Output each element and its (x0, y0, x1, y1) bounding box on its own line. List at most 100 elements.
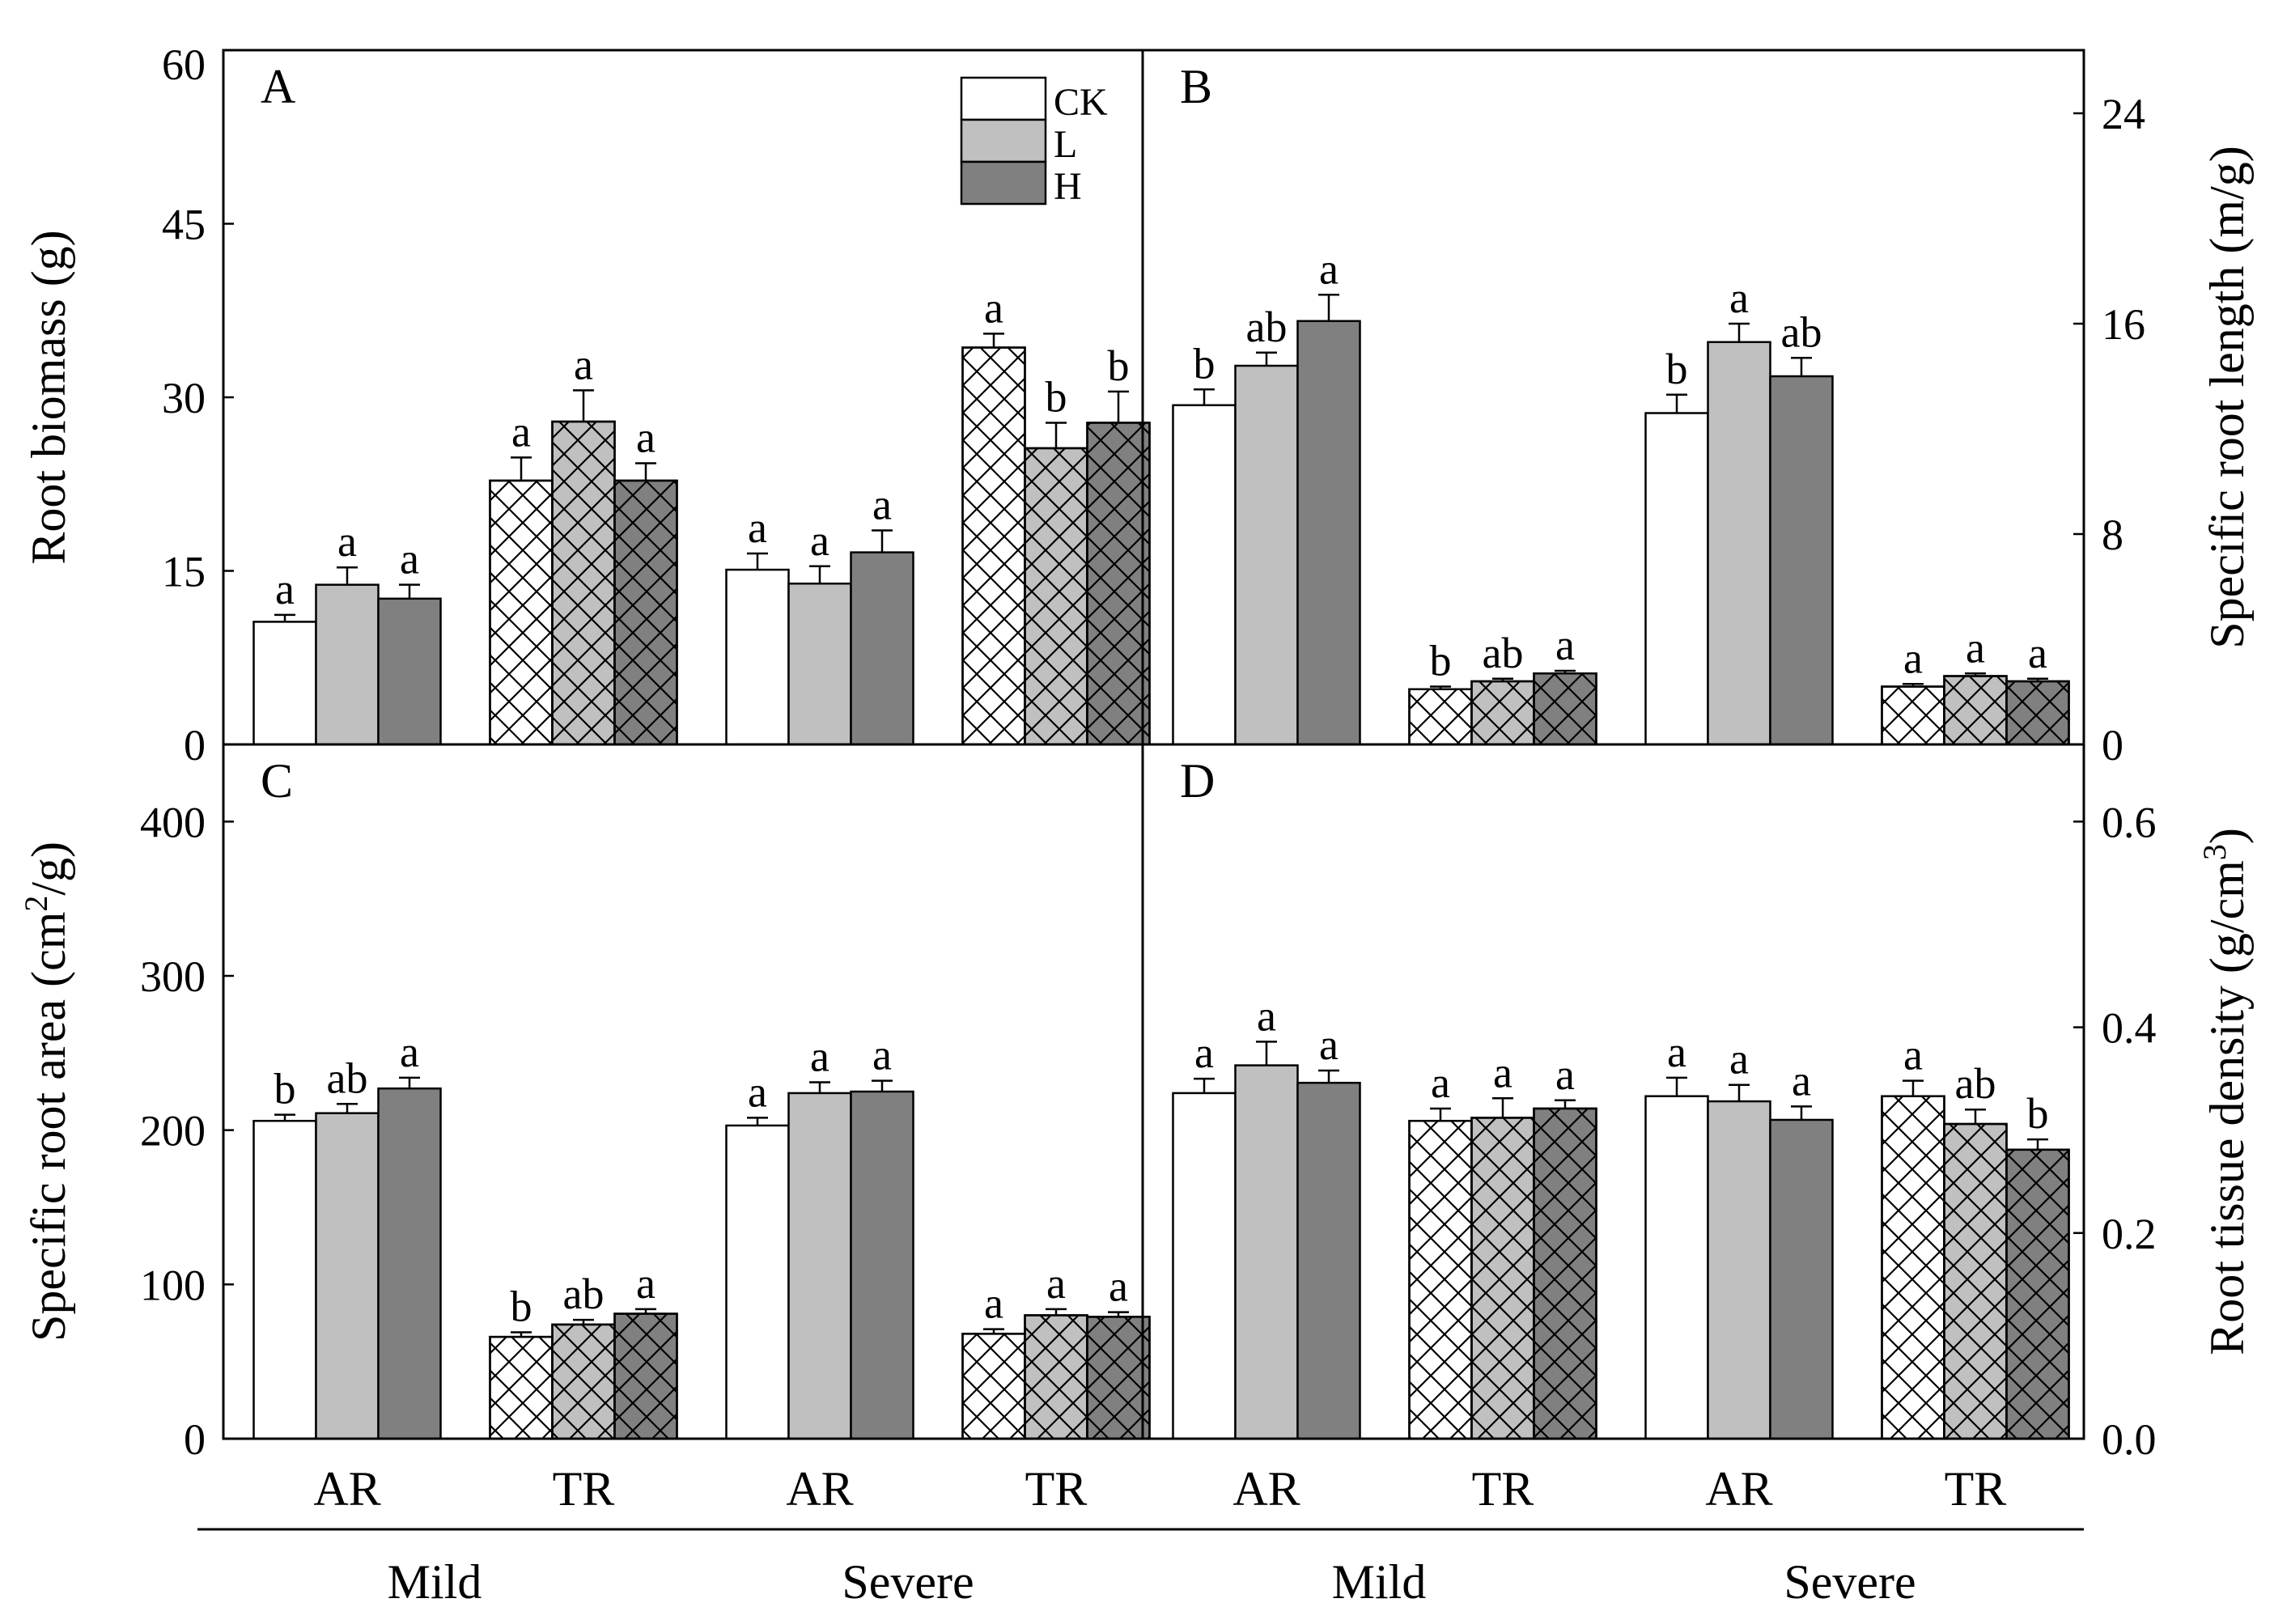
bar-hatch-D-H-mild-tr (1533, 1107, 1597, 1440)
bar-hatch-D-L-severe-tr (1943, 1122, 2008, 1440)
bar-hatch-A-H-severe-tr (1086, 422, 1151, 746)
sig-letter-B-H-severe-tr: a (2028, 629, 2047, 677)
bar-D-CK-severe-ar (1644, 1095, 1709, 1440)
bar-hatch-D-L-mild-tr (1470, 1117, 1535, 1440)
legend-swatch-l (960, 118, 1047, 163)
bar-B-CK-severe-ar (1644, 412, 1709, 746)
sig-letter-B-H-mild-tr: a (1555, 621, 1575, 669)
y-axis-title-D: Root tissue density (g/cm3) (2196, 828, 2255, 1355)
sig-letter-B-CK-mild-tr: b (1430, 637, 1452, 685)
ytick-label-B-2: 16 (2102, 300, 2145, 349)
sig-letter-A-CK-severe-ar: a (748, 503, 767, 552)
sig-letter-D-H-severe-ar: a (1792, 1056, 1811, 1105)
bar-C-L-mild-ar (315, 1112, 380, 1440)
ytick-label-D-2: 0.4 (2102, 1004, 2157, 1053)
bar-hatch-B-CK-severe-tr (1881, 685, 1945, 746)
bar-hatch-D-CK-mild-tr (1408, 1119, 1473, 1440)
sig-letter-B-L-severe-tr: a (1966, 623, 1985, 672)
bars-layer (252, 294, 2070, 1440)
bar-hatch-A-CK-severe-tr (961, 346, 1026, 746)
sig-letter-A-H-severe-ar: a (872, 480, 892, 528)
sig-letter-B-CK-mild-ar: b (1194, 339, 1215, 388)
y-axis-title-text-B: Specific root length (m/g) (2200, 146, 2254, 649)
ytick-label-D-3: 0.6 (2102, 798, 2157, 846)
bar-A-H-severe-ar (850, 551, 914, 746)
legend-label-l: L (1054, 123, 1077, 166)
sig-letter-A-L-mild-ar: a (337, 517, 357, 566)
x-tick-label-6: AR (1705, 1462, 1772, 1516)
sig-letter-B-L-mild-ar: ab (1246, 303, 1288, 351)
ytick-label-D-0: 0.0 (2102, 1415, 2157, 1464)
group-label-3: Severe (1784, 1555, 1916, 1609)
sig-letter-A-L-severe-ar: a (810, 516, 829, 565)
panel-letter-B: B (1180, 60, 1212, 113)
sig-letter-C-H-mild-tr: a (636, 1259, 655, 1308)
sig-letter-D-H-severe-tr: b (2027, 1089, 2049, 1138)
bar-hatch-B-L-severe-tr (1943, 675, 2008, 746)
ytick-label-A-1: 15 (162, 548, 206, 596)
sig-letter-B-H-severe-ar: ab (1781, 307, 1822, 356)
sig-letter-B-CK-severe-tr: a (1903, 634, 1923, 682)
bar-hatch-C-CK-mild-tr (489, 1335, 554, 1440)
y-axis-title-suffix-D: ) (2200, 828, 2254, 844)
group-label-2: Mild (1332, 1555, 1427, 1609)
x-tick-label-7: TR (1945, 1462, 2007, 1516)
sig-letter-D-L-mild-tr: a (1493, 1048, 1512, 1096)
bar-D-L-severe-ar (1707, 1100, 1771, 1440)
group-label-0: Mild (388, 1555, 482, 1609)
sig-letter-A-CK-severe-tr: a (984, 283, 1003, 332)
bar-C-L-severe-ar (787, 1092, 852, 1440)
sig-letter-C-CK-severe-ar: a (748, 1067, 767, 1116)
ytick-label-B-0: 0 (2102, 721, 2123, 770)
bar-D-L-mild-ar (1234, 1064, 1299, 1440)
ytick-label-B-1: 8 (2102, 511, 2123, 559)
y-axis-title-sup-C: 2 (18, 896, 54, 912)
sig-letter-A-CK-mild-ar: a (275, 565, 295, 613)
sig-letter-C-L-severe-ar: a (810, 1032, 829, 1081)
sig-letter-A-L-severe-tr: b (1046, 372, 1067, 421)
bar-hatch-D-CK-severe-tr (1881, 1095, 1945, 1440)
sig-letter-B-CK-severe-ar: b (1666, 345, 1688, 393)
bar-hatch-A-L-severe-tr (1024, 447, 1088, 746)
bar-B-CK-mild-ar (1172, 404, 1237, 746)
sig-letter-B-L-mild-tr: ab (1483, 629, 1524, 677)
sig-letter-A-H-mild-ar: a (400, 535, 419, 583)
y-axis-title-B: Specific root length (m/g) (2200, 146, 2254, 649)
ytick-label-C-4: 400 (140, 798, 206, 846)
bar-hatch-D-H-severe-tr (2005, 1148, 2070, 1440)
sig-letter-A-CK-mild-tr: a (511, 407, 531, 456)
ytick-label-C-3: 300 (140, 952, 206, 1001)
bar-hatch-C-H-severe-tr (1086, 1316, 1151, 1440)
y-axis-title-C: Specific root area (cm2/g) (18, 842, 76, 1342)
legend-swatch-h (960, 160, 1047, 206)
x-tick-label-1: TR (553, 1462, 615, 1516)
bar-D-CK-mild-ar (1172, 1092, 1237, 1440)
ytick-label-C-2: 200 (140, 1107, 206, 1155)
bar-A-CK-severe-ar (725, 568, 790, 746)
y-axis-title-sup-D: 3 (2196, 844, 2233, 860)
bar-C-H-mild-ar (377, 1087, 442, 1440)
y-axis-title-A: Root biomass (g) (22, 230, 75, 564)
sig-letter-C-L-mild-tr: ab (563, 1270, 605, 1318)
sig-letter-C-H-severe-ar: a (872, 1031, 892, 1079)
sig-letter-D-L-severe-ar: a (1729, 1035, 1749, 1083)
sig-letter-C-CK-mild-tr: b (511, 1282, 532, 1330)
x-tick-label-4: AR (1232, 1462, 1300, 1516)
sig-letter-C-L-severe-tr: a (1046, 1259, 1066, 1308)
bar-hatch-B-CK-mild-tr (1408, 688, 1473, 746)
bar-hatch-B-H-mild-tr (1533, 672, 1597, 746)
bar-hatch-C-L-severe-tr (1024, 1314, 1088, 1440)
sig-letter-C-L-mild-ar: ab (327, 1054, 368, 1102)
group-label-1: Severe (842, 1555, 974, 1609)
x-tick-label-3: TR (1025, 1462, 1088, 1516)
bar-A-L-mild-ar (315, 583, 380, 746)
bar-A-H-mild-ar (377, 597, 442, 746)
y-axis-title-text-C: Specific root area (cm (22, 912, 75, 1342)
sig-letter-C-H-mild-ar: a (400, 1028, 419, 1076)
sig-letter-D-H-mild-ar: a (1319, 1020, 1339, 1069)
x-tick-label-5: TR (1472, 1462, 1534, 1516)
ytick-label-A-3: 45 (162, 201, 206, 249)
legend-label-h: H (1054, 165, 1082, 208)
